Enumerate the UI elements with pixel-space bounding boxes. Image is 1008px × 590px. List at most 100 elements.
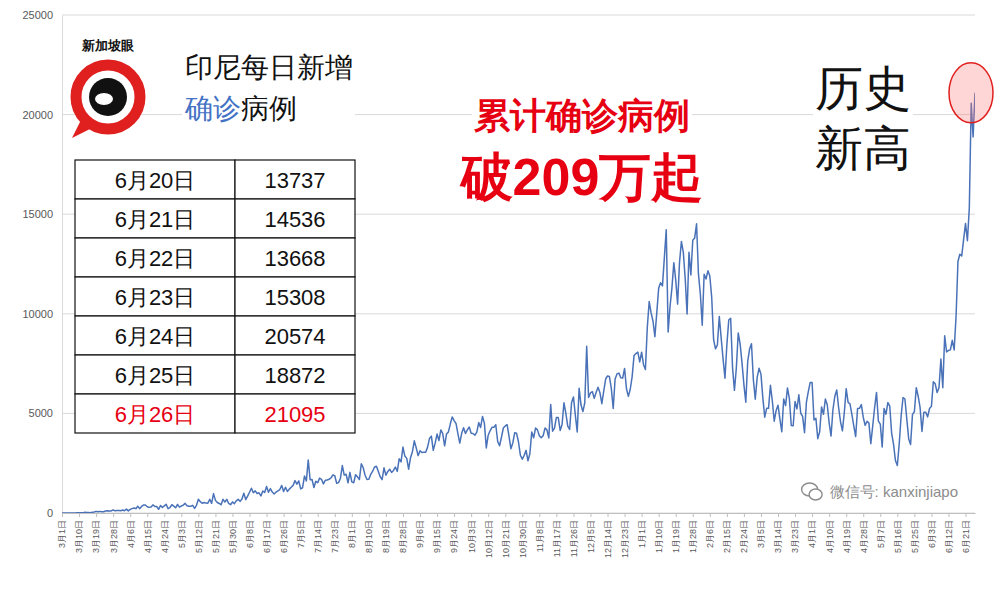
x-tick: 3月28日 — [109, 513, 119, 553]
x-tick-mark — [250, 513, 251, 517]
x-tick-label: 7月23日 — [330, 520, 340, 553]
x-tick-mark — [505, 513, 506, 517]
x-tick-mark — [744, 513, 745, 517]
logo-tail — [72, 118, 96, 138]
x-tick-label: 10月12日 — [484, 520, 494, 558]
x-tick-label: 6月21日 — [961, 520, 971, 553]
x-tick-label: 2月6日 — [705, 520, 715, 548]
y-tick: 20000 — [22, 109, 62, 121]
x-tick-mark — [181, 513, 182, 517]
x-tick-label: 12月14日 — [603, 520, 613, 558]
table-cell — [235, 238, 355, 277]
y-tick-label: 5000 — [29, 407, 53, 419]
x-tick-label: 3月28日 — [109, 520, 119, 553]
x-tick: 3月23日 — [790, 513, 800, 553]
x-tick-label: 3月10日 — [74, 520, 84, 553]
x-tick: 5月30日 — [228, 513, 238, 553]
x-tick-label: 7月14日 — [313, 520, 323, 553]
x-tick: 5月3日 — [177, 513, 187, 548]
x-tick: 9月15日 — [432, 513, 442, 553]
x-tick-label: 8月1日 — [347, 520, 357, 548]
background — [0, 0, 1008, 590]
table-cell — [75, 199, 235, 238]
annotation-record-patch — [813, 60, 913, 177]
x-tick-label: 4月15日 — [143, 520, 153, 553]
x-tick-mark — [215, 513, 216, 517]
table-cell — [235, 394, 355, 433]
table-value: 21095 — [264, 402, 325, 427]
x-tick-mark — [369, 513, 370, 517]
watermark: 微信号: kanxinjiapo — [802, 483, 958, 500]
table-value: 14536 — [264, 207, 325, 232]
x-tick-mark — [522, 513, 523, 517]
x-tick: 3月1日 — [57, 513, 67, 548]
x-tick: 6月8日 — [245, 513, 255, 548]
x-tick-label: 8月19日 — [381, 520, 391, 553]
x-tick: 6月21日 — [961, 513, 971, 553]
x-tick: 3月19日 — [91, 513, 101, 553]
annotation-total: 破209万起 — [459, 148, 704, 206]
y-axis-line — [62, 16, 63, 514]
x-tick-label: 3月19日 — [91, 520, 101, 553]
x-tick: 12月23日 — [620, 513, 630, 558]
y-tick: 5000 — [29, 407, 62, 419]
logo-eye — [89, 78, 127, 116]
x-tick: 12月5日 — [586, 513, 596, 553]
x-tick: 4月10日 — [825, 513, 835, 553]
x-tick-label: 2月15日 — [722, 520, 732, 553]
x-tick-label: 11月8日 — [535, 520, 545, 552]
x-tick-mark — [471, 513, 472, 517]
x-tick-mark — [198, 513, 199, 517]
x-tick-mark — [147, 513, 148, 517]
y-tick: 25000 — [22, 9, 62, 21]
chart-tspan: 病例 — [241, 93, 297, 124]
x-tick-mark — [863, 513, 864, 517]
x-tick: 7月23日 — [330, 513, 340, 553]
x-tick-label: 8月10日 — [364, 520, 374, 553]
table-cell — [235, 355, 355, 394]
x-tick: 8月1日 — [347, 513, 357, 548]
table-cell — [75, 277, 235, 316]
x-tick-mark — [130, 513, 131, 517]
y-axis: 0500010000150002000025000 — [22, 9, 62, 519]
x-tick-label: 1月28日 — [688, 520, 698, 553]
x-tick: 3月10日 — [74, 513, 84, 553]
x-tick-label: 5月7日 — [876, 520, 886, 548]
table-date: 6月20日 — [115, 168, 196, 193]
x-tick-mark — [403, 513, 404, 517]
data-line — [62, 93, 975, 513]
table-cell — [75, 160, 235, 199]
x-tick: 9月24日 — [449, 513, 459, 553]
x-tick-label: 4月6日 — [126, 520, 136, 548]
x-tick-label: 9月15日 — [432, 520, 442, 553]
x-tick-mark — [164, 513, 165, 517]
grid — [62, 15, 975, 513]
x-tick-mark — [812, 513, 813, 517]
logo — [72, 65, 140, 138]
x-tick-mark — [113, 513, 114, 517]
x-tick-mark — [693, 513, 694, 517]
x-tick-label: 6月3日 — [927, 520, 937, 548]
x-tick-mark — [96, 513, 97, 517]
chart-title-patch — [182, 50, 355, 126]
x-tick: 1月19日 — [671, 513, 681, 553]
table: 6月20日137376月21日145366月22日136686月23日15308… — [75, 160, 355, 433]
x-tick: 2月24日 — [739, 513, 749, 553]
grid-line — [62, 15, 975, 16]
x-tick: 11月26日 — [569, 513, 579, 557]
y-tick-label: 10000 — [22, 308, 53, 320]
x-tick-mark — [710, 513, 711, 517]
x-tick-mark — [676, 513, 677, 517]
x-tick: 5月21日 — [211, 513, 221, 553]
x-tick-mark — [573, 513, 574, 517]
x-tick: 8月28日 — [398, 513, 408, 553]
table-date: 6月22日 — [115, 246, 196, 271]
x-tick: 3月14日 — [773, 513, 783, 553]
logo-text-patch — [80, 37, 136, 54]
x-tick-label: 10月30日 — [518, 520, 528, 558]
annotation-total-group: 破209万起 — [457, 146, 706, 208]
x-tick-mark — [556, 513, 557, 517]
x-tick-mark — [931, 513, 932, 517]
x-tick-mark — [301, 513, 302, 517]
x-tick-label: 11月17日 — [552, 520, 562, 557]
